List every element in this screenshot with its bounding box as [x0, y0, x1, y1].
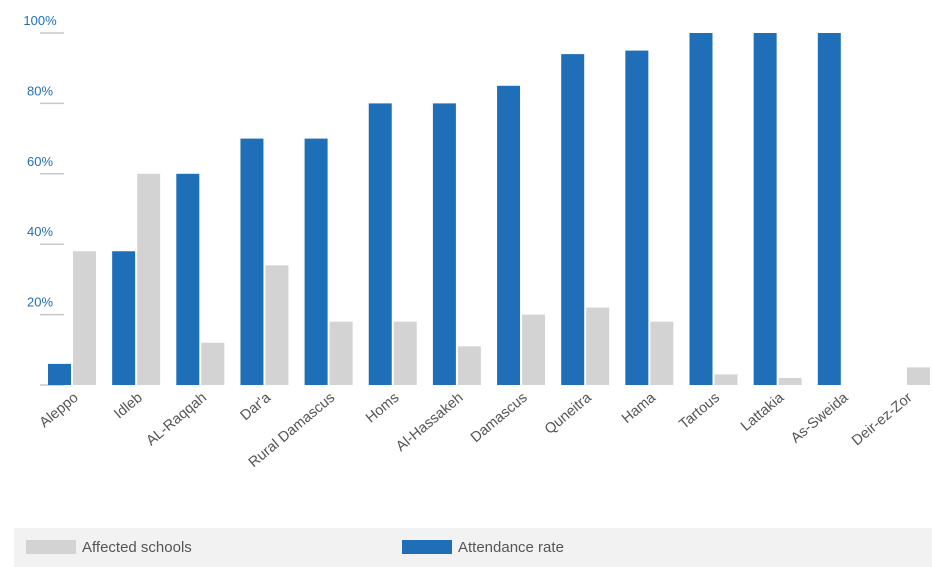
legend-item-attendance-rate: Attendance rate	[402, 537, 564, 557]
bar-attendance-lattakia	[753, 33, 777, 385]
x-tick-label: Hama	[619, 389, 660, 427]
legend-label-attendance-rate: Attendance rate	[458, 538, 564, 556]
x-tick-label: Idleb	[111, 390, 145, 422]
bar-affected-hama	[650, 321, 674, 385]
bar-attendance-homs	[368, 103, 392, 386]
bar-affected-deir-ez-zor	[906, 367, 930, 385]
bar-attendance-al-raqqah	[176, 173, 200, 385]
bar-attendance-tartous	[689, 33, 713, 385]
x-tick-label: Homs	[363, 390, 402, 427]
bar-affected-rural-damascus	[329, 321, 353, 385]
bar-attendance-dar-a	[240, 138, 264, 385]
x-tick-label: As-Sweida	[788, 389, 852, 446]
bar-attendance-al-hassakeh	[432, 103, 456, 386]
bar-affected-al-raqqah	[201, 342, 225, 385]
x-tick-label: Damascus	[468, 390, 531, 446]
bar-affected-dar-a	[265, 265, 289, 385]
y-tick-label: 20%	[27, 295, 53, 310]
bar-affected-al-hassakeh	[457, 346, 481, 385]
bar-affected-lattakia	[778, 377, 802, 385]
bar-affected-idleb	[137, 173, 161, 385]
bar-attendance-quneitra	[561, 54, 585, 386]
x-tick-label: Al-Hassakeh	[393, 390, 466, 455]
x-tick-label: Deir-ez-Zor	[849, 390, 916, 449]
y-tick-label: 60%	[27, 154, 53, 169]
y-tick-label: 80%	[27, 83, 53, 98]
bar-affected-aleppo	[73, 251, 96, 385]
bar-attendance-idleb	[112, 251, 136, 385]
x-tick-label: Dar'a	[238, 389, 275, 424]
legend-swatch-affected-schools	[26, 540, 76, 554]
bar-attendance-hama	[625, 50, 649, 385]
x-tick-label: Lattakia	[738, 389, 788, 435]
x-tick-label: Tartous	[676, 390, 723, 433]
bar-attendance-as-sweida	[817, 33, 841, 385]
legend-swatch-attendance-rate	[402, 540, 452, 554]
bar-affected-quneitra	[586, 307, 610, 385]
bar-attendance-rural-damascus	[304, 138, 328, 385]
legend-item-affected-schools: Affected schools	[26, 537, 192, 557]
bar-attendance-damascus	[497, 85, 521, 386]
y-tick-label: 40%	[27, 224, 53, 239]
bar-affected-tartous	[714, 374, 738, 385]
legend-label-affected-schools: Affected schools	[82, 538, 192, 556]
x-tick-label: Quneitra	[542, 389, 596, 438]
x-tick-label: AL-Raqqah	[143, 390, 209, 449]
x-tick-label: Aleppo	[37, 390, 82, 431]
y-axis: 20% 40% 60% 80% 100%	[23, 13, 64, 386]
bar-affected-damascus	[522, 314, 546, 385]
y-tick-label: 100%	[23, 13, 57, 28]
legend: Affected schools Attendance rate	[14, 528, 932, 567]
bar-attendance-aleppo	[48, 363, 71, 385]
bars	[48, 33, 930, 386]
bar-affected-homs	[393, 321, 417, 385]
